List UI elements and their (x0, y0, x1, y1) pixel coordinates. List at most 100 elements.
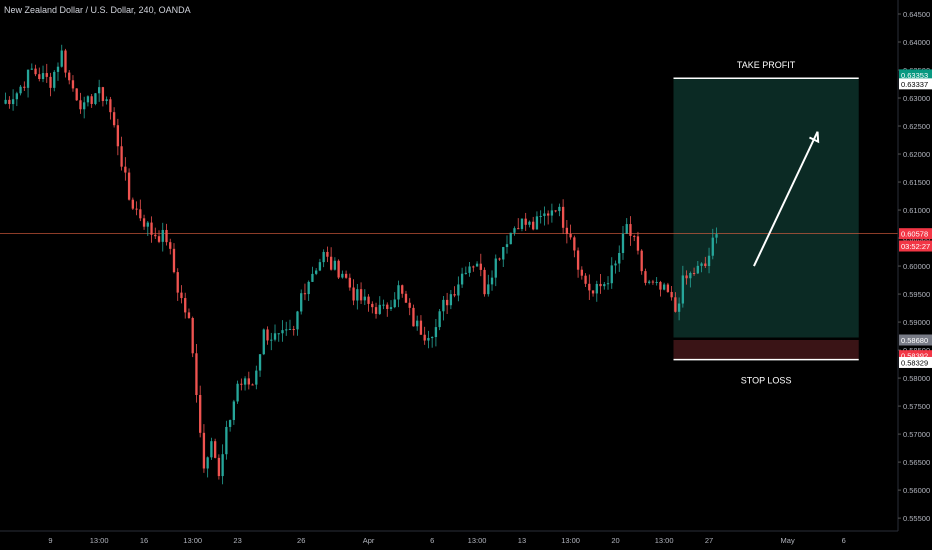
candle-body (221, 454, 224, 477)
candle-body (64, 50, 67, 73)
entry-price-tag-bg (899, 334, 932, 346)
candle-body (408, 302, 411, 308)
price-tick-label: 0.62500 (903, 122, 930, 131)
candle-body (38, 74, 41, 79)
candle-body (371, 303, 374, 308)
candle-body (442, 299, 445, 312)
candle-body (213, 441, 217, 458)
price-tick-label: 0.64500 (903, 10, 930, 19)
stop-loss-label: STOP LOSS (741, 376, 792, 386)
candle-body (4, 99, 7, 104)
candle-body (26, 69, 30, 88)
candle-body (68, 72, 71, 81)
profit-zone (673, 78, 859, 338)
candle-body (629, 224, 632, 236)
time-tick-label: 6 (430, 536, 434, 545)
candle-body (565, 227, 569, 234)
candle-body (326, 251, 329, 257)
time-tick-label: 13:00 (468, 536, 487, 545)
candle-body (150, 222, 153, 235)
candle-body (483, 269, 486, 295)
candle-body (539, 215, 542, 217)
candle-body (90, 96, 93, 104)
candle-body (573, 237, 576, 251)
candle-body (524, 218, 527, 225)
candle-body (487, 284, 490, 295)
candle-body (554, 210, 557, 212)
take-profit-price-tag: 0.63353 (901, 71, 928, 80)
candle-body (502, 247, 505, 260)
candle-body (285, 329, 288, 331)
candle-body (172, 248, 176, 273)
candle-body (659, 281, 662, 290)
candle-body (270, 339, 273, 341)
candle-body (386, 304, 389, 309)
stop-loss-red-tag-bg (899, 350, 932, 362)
price-tick-label: 0.62000 (903, 150, 930, 159)
time-tick-label: 20 (611, 536, 619, 545)
candle-body (374, 307, 378, 314)
candle-body (677, 303, 681, 312)
candle-body (393, 299, 396, 308)
candle-body (561, 206, 565, 228)
candle-body (591, 290, 595, 294)
price-tick-label: 0.56500 (903, 458, 930, 467)
candle-body (359, 289, 363, 301)
candle-body (580, 269, 583, 276)
price-tick-label: 0.63000 (903, 94, 930, 103)
projection-arrow-head (809, 131, 820, 144)
candle-body (202, 432, 206, 469)
candle-body (711, 237, 714, 256)
take-profit-secondary-tag: 0.63337 (901, 80, 928, 89)
candle-body (277, 333, 280, 335)
candle-body (243, 378, 247, 385)
candle-body (505, 244, 509, 248)
candle-body (517, 228, 520, 230)
time-tick-label: 9 (48, 536, 52, 545)
candle-body (315, 270, 318, 274)
candle-body (700, 263, 703, 266)
candle-body (329, 256, 333, 270)
candle-body (704, 263, 707, 267)
candle-body (187, 312, 191, 319)
candle-body (397, 285, 400, 300)
candle-body (251, 384, 254, 386)
candle-body (475, 263, 479, 267)
time-tick-label: 26 (297, 536, 305, 545)
price-tick-label: 0.59000 (903, 318, 930, 327)
candle-body (94, 93, 97, 104)
time-tick-label: Apr (363, 536, 375, 545)
candle-body (97, 87, 101, 94)
candle-body (23, 86, 26, 88)
candle-body (445, 299, 449, 306)
candle-body (307, 281, 310, 295)
candle-body (460, 273, 464, 285)
current-price-tag-bg (899, 228, 932, 240)
candle-body (550, 210, 554, 216)
candle-body (543, 213, 546, 216)
candle-body (240, 383, 243, 385)
candle-body (472, 266, 475, 268)
candle-body (423, 334, 426, 341)
price-tick-label: 0.59500 (903, 290, 930, 299)
candle-body (135, 208, 138, 210)
candle-body (79, 100, 82, 110)
candle-body (546, 213, 550, 216)
candle-body (131, 199, 134, 209)
candle-body (689, 273, 692, 279)
candle-body (449, 294, 453, 306)
stop-loss-red-tag: 0.58392 (901, 352, 928, 361)
time-tick-label: 16 (140, 536, 148, 545)
take-profit-price-tag-bg (899, 69, 932, 81)
candle-body (412, 307, 415, 327)
candle-body (618, 253, 621, 264)
candle-body (225, 426, 228, 455)
candle-body (651, 281, 655, 283)
price-tick-label: 0.58000 (903, 374, 930, 383)
entry-price-tag: 0.58680 (901, 336, 928, 345)
candle-body (124, 166, 127, 173)
candle-body (352, 287, 355, 301)
candle-body (625, 224, 628, 234)
candle-body (120, 146, 123, 167)
